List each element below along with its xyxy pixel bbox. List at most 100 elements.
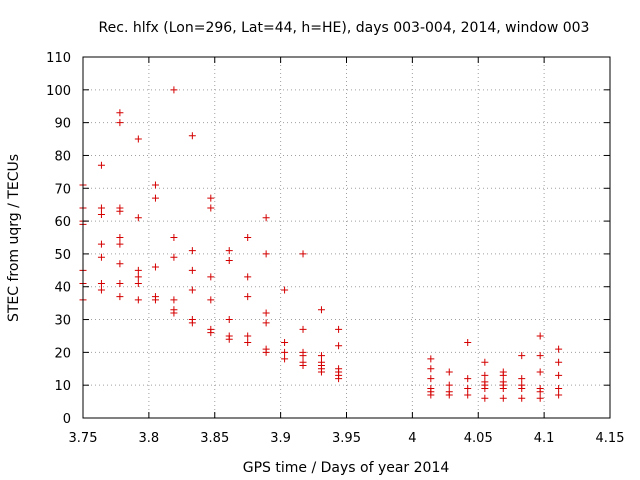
data-point bbox=[225, 316, 233, 324]
data-point bbox=[116, 234, 124, 241]
data-point bbox=[97, 240, 105, 248]
x-tick-label: 4.1 bbox=[534, 431, 555, 446]
x-tick-label: 3.8 bbox=[139, 431, 160, 446]
data-point bbox=[299, 250, 307, 258]
y-tick-label: 0 bbox=[63, 412, 71, 427]
x-tick-label: 3.75 bbox=[69, 431, 98, 446]
data-point bbox=[225, 335, 233, 343]
data-point bbox=[170, 309, 178, 317]
data-point bbox=[207, 273, 215, 281]
data-point bbox=[134, 296, 142, 304]
data-point bbox=[244, 293, 252, 301]
data-point bbox=[97, 161, 105, 169]
data-point bbox=[481, 371, 489, 379]
data-point bbox=[427, 391, 435, 399]
data-point bbox=[335, 375, 343, 383]
data-point bbox=[317, 352, 325, 360]
data-point bbox=[188, 247, 196, 255]
data-point bbox=[536, 332, 544, 340]
data-point bbox=[555, 358, 563, 366]
data-point bbox=[134, 266, 142, 274]
chart-title: Rec. hlfx (Lon=296, Lat=44, h=HE), days … bbox=[99, 20, 590, 36]
data-point bbox=[225, 256, 233, 264]
y-tick-label: 30 bbox=[54, 314, 71, 329]
y-axis-label: STEC from uqrg / TECUs bbox=[6, 154, 22, 322]
y-tick-label: 110 bbox=[46, 51, 71, 66]
data-point bbox=[536, 394, 544, 402]
data-point bbox=[97, 279, 105, 287]
data-point bbox=[464, 375, 472, 383]
data-point bbox=[555, 371, 563, 379]
x-tick-label: 3.9 bbox=[270, 431, 291, 446]
x-tick-label: 4.15 bbox=[596, 431, 625, 446]
y-tick-label: 70 bbox=[54, 182, 71, 197]
data-point bbox=[116, 109, 124, 117]
data-point bbox=[464, 391, 472, 399]
data-point bbox=[134, 214, 142, 222]
data-point bbox=[317, 368, 325, 376]
data-point bbox=[134, 279, 142, 287]
data-point bbox=[499, 384, 507, 392]
data-point bbox=[427, 375, 435, 383]
data-point bbox=[207, 296, 215, 304]
data-point bbox=[207, 204, 215, 212]
data-point bbox=[499, 371, 507, 379]
data-point bbox=[536, 368, 544, 376]
data-point bbox=[555, 345, 563, 353]
data-point bbox=[281, 355, 289, 363]
y-tick-label: 60 bbox=[54, 215, 71, 230]
data-point bbox=[244, 273, 252, 281]
data-point bbox=[335, 342, 343, 350]
data-point bbox=[151, 181, 159, 189]
data-point bbox=[225, 247, 233, 255]
data-point bbox=[427, 355, 435, 363]
y-tick-label: 20 bbox=[54, 346, 71, 361]
data-point bbox=[97, 253, 105, 261]
data-point bbox=[536, 352, 544, 360]
data-point bbox=[464, 339, 472, 347]
data-point bbox=[317, 306, 325, 314]
data-point bbox=[116, 279, 124, 287]
data-point bbox=[170, 86, 178, 94]
data-point bbox=[97, 286, 105, 294]
data-point bbox=[299, 325, 307, 333]
data-point bbox=[134, 273, 142, 281]
y-tick-label: 40 bbox=[54, 281, 71, 296]
data-point bbox=[134, 135, 142, 143]
data-point bbox=[335, 325, 343, 333]
data-point bbox=[151, 194, 159, 202]
data-point bbox=[281, 286, 289, 294]
data-point bbox=[244, 332, 252, 340]
data-point bbox=[536, 388, 544, 396]
data-point bbox=[116, 260, 124, 268]
y-axis-tick-labels: 0 10 20 30 40 50 60 70 80 90 100 110 bbox=[46, 51, 71, 427]
data-point bbox=[262, 250, 270, 258]
x-tick-label: 3.85 bbox=[200, 431, 229, 446]
data-point bbox=[188, 286, 196, 294]
data-point bbox=[116, 293, 124, 301]
x-tick-label: 4 bbox=[408, 431, 416, 446]
axis-ticks bbox=[82, 56, 611, 419]
data-point bbox=[445, 391, 453, 399]
data-point bbox=[262, 214, 270, 222]
data-point bbox=[427, 365, 435, 373]
y-tick-label: 50 bbox=[54, 248, 71, 263]
y-tick-label: 80 bbox=[54, 149, 71, 164]
data-point bbox=[518, 394, 526, 402]
data-point bbox=[244, 339, 252, 347]
data-point bbox=[207, 194, 215, 202]
data-point bbox=[97, 204, 105, 212]
data-point bbox=[116, 240, 124, 248]
data-point bbox=[555, 384, 563, 392]
grid bbox=[83, 57, 610, 418]
data-point bbox=[281, 348, 289, 356]
data-point bbox=[188, 132, 196, 140]
data-point bbox=[188, 266, 196, 274]
data-point bbox=[151, 296, 159, 304]
data-point bbox=[97, 211, 105, 219]
data-point bbox=[445, 368, 453, 376]
data-point bbox=[207, 329, 215, 337]
data-point bbox=[299, 361, 307, 369]
data-point bbox=[464, 384, 472, 392]
